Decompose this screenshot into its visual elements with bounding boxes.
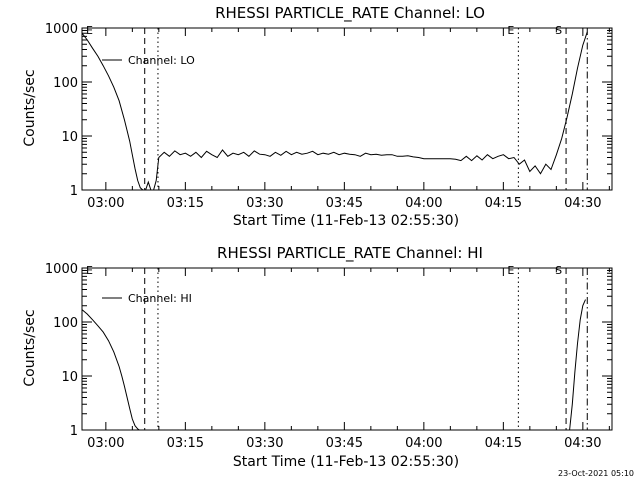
y-tick-label: 10 [61,370,78,385]
chart-lo-x-ticks: 03:00 03:15 03:30 03:45 04:00 04:15 04:30 [87,28,610,211]
y-tick-label: 1 [70,424,78,439]
x-tick-label: 04:30 [564,196,601,211]
y-tick-label: 100 [53,76,78,91]
chart-lo-frame [81,27,613,191]
event-marker-label: E [507,24,514,37]
chart-hi-ylabel: Counts/sec [22,309,38,386]
y-tick-label: 100 [53,316,78,331]
x-tick-label: 03:15 [167,196,204,211]
x-tick-label: 04:30 [564,436,601,451]
x-tick-label: 04:00 [405,436,442,451]
event-marker-label: S [555,264,562,277]
series-line [81,309,140,431]
series-line [81,31,588,191]
chart-lo-y-ticks: 1 10 100 1000 [45,22,612,199]
chart-hi-x-ticks: 03:00 03:15 03:30 03:45 04:00 04:15 04:30 [87,268,610,451]
chart-hi-xlabel: Start Time (11-Feb-13 02:55:30) [233,454,459,470]
chart-hi-legend-label: Channel: HI [128,292,192,305]
event-marker-label: E [86,264,93,277]
chart-hi-title: RHESSI PARTICLE_RATE Channel: HI [217,244,483,263]
event-marker-label: S [555,24,562,37]
x-tick-label: 04:00 [405,196,442,211]
event-marker-label: E [507,264,514,277]
chart-lo-ylabel: Counts/sec [22,69,38,146]
x-tick-label: 03:45 [326,196,363,211]
series-line [569,299,586,431]
footer-date: 23-Oct-2021 05:10 [558,469,634,478]
x-tick-label: 03:00 [87,196,124,211]
x-tick-label: 03:30 [246,436,283,451]
x-tick-label: 04:15 [485,196,522,211]
chart-lo-title: RHESSI PARTICLE_RATE Channel: LO [215,4,485,23]
y-tick-label: 10 [61,130,78,145]
x-tick-label: 03:15 [167,436,204,451]
x-tick-label: 03:30 [246,196,283,211]
chart-lo-panel: RHESSI PARTICLE_RATE Channel: LO Start T… [22,4,613,229]
chart-lo-series [81,31,588,191]
chart-lo-xlabel: Start Time (11-Feb-13 02:55:30) [233,213,459,229]
chart-lo-legend-label: Channel: LO [128,54,195,67]
y-tick-label: 1000 [45,22,78,37]
x-tick-label: 03:00 [87,436,124,451]
x-tick-label: 04:15 [485,436,522,451]
y-tick-label: 1 [70,184,78,199]
chart-hi-series [81,299,586,431]
event-marker-label: E [86,24,93,37]
chart-hi-y-ticks: 1 10 100 1000 [45,262,612,439]
x-tick-label: 03:45 [326,436,363,451]
chart-hi-frame [81,267,613,431]
y-tick-label: 1000 [45,262,78,277]
chart-hi-panel: RHESSI PARTICLE_RATE Channel: HI Start T… [22,244,613,470]
